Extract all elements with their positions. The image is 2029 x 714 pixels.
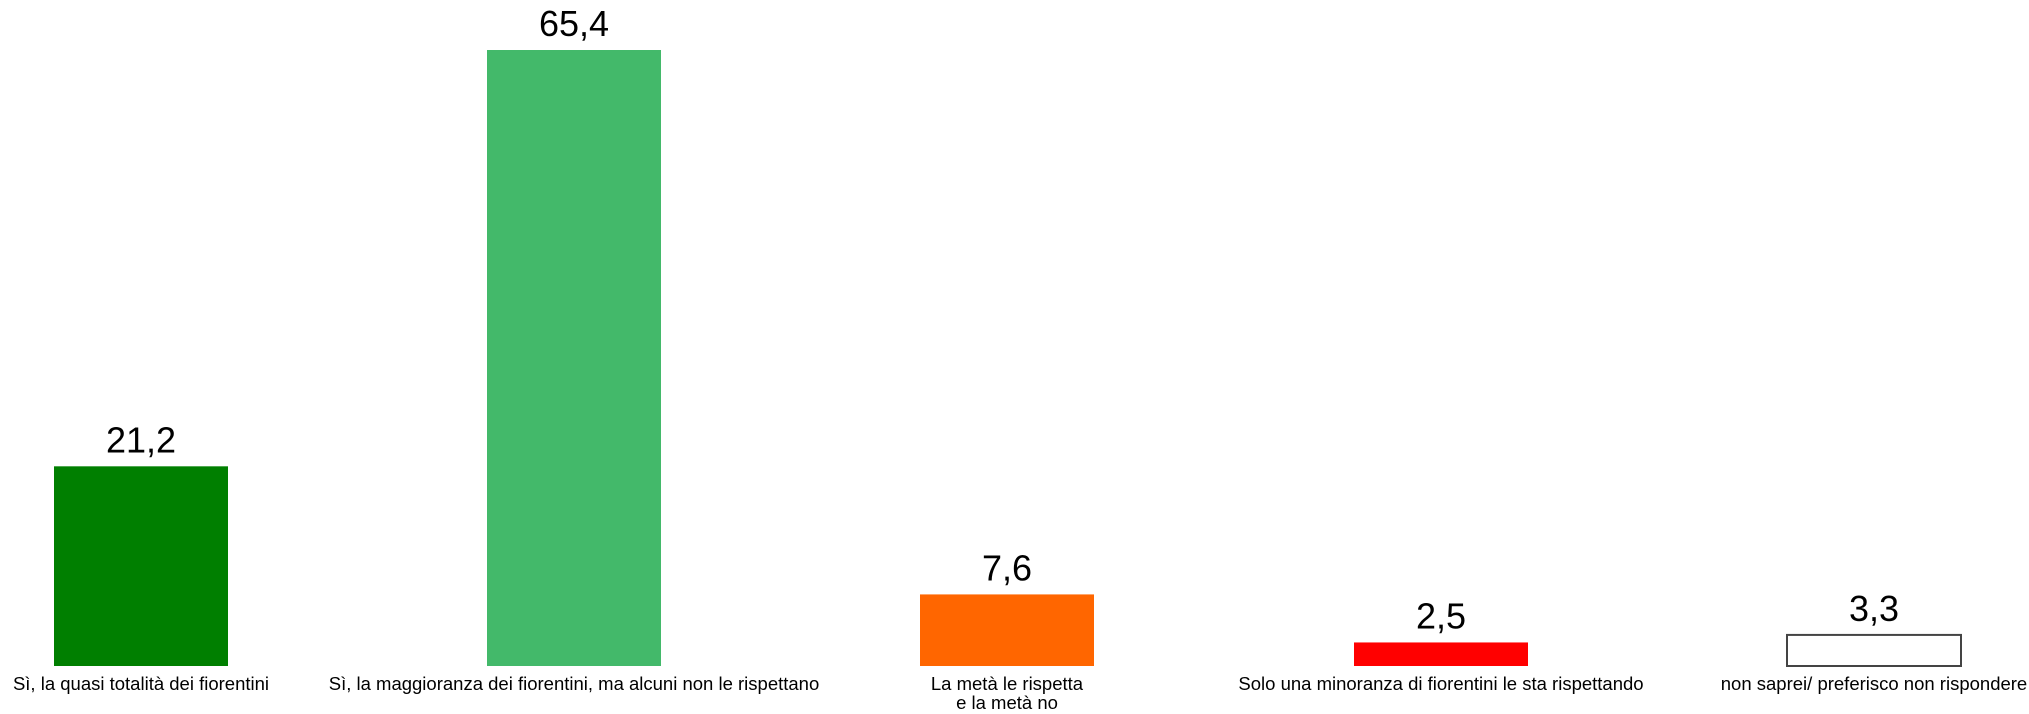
category-label-1: Sì, la quasi totalità dei fiorentini [13, 673, 269, 694]
category-label-1-line-1: Sì, la quasi totalità dei fiorentini [13, 673, 269, 694]
bar-2 [487, 50, 661, 666]
value-label-1: 21,2 [106, 419, 176, 460]
bar-1 [54, 466, 228, 666]
category-label-5: non saprei/ preferisco non rispondere [1721, 673, 2027, 694]
category-label-3-line-1: La metà le rispetta [931, 673, 1084, 694]
category-label-2: Sì, la maggioranza dei fiorentini, ma al… [329, 673, 820, 694]
category-label-5-line-1: non saprei/ preferisco non rispondere [1721, 673, 2027, 694]
value-label-2: 65,4 [539, 3, 609, 44]
value-label-5: 3,3 [1849, 588, 1899, 629]
category-label-3: La metà le rispetta e la metà no [931, 673, 1084, 713]
category-label-2-line-1: Sì, la maggioranza dei fiorentini, ma al… [329, 673, 820, 694]
category-label-4: Solo una minoranza di fiorentini le sta … [1238, 673, 1643, 694]
value-label-4: 2,5 [1416, 595, 1466, 636]
bar-5 [1786, 633, 1962, 667]
bar-4 [1354, 642, 1528, 666]
value-label-3: 7,6 [982, 547, 1032, 588]
bar-3 [920, 594, 1094, 666]
category-label-4-line-1: Solo una minoranza di fiorentini le sta … [1238, 673, 1643, 694]
category-label-3-line-2: e la metà no [956, 692, 1058, 713]
